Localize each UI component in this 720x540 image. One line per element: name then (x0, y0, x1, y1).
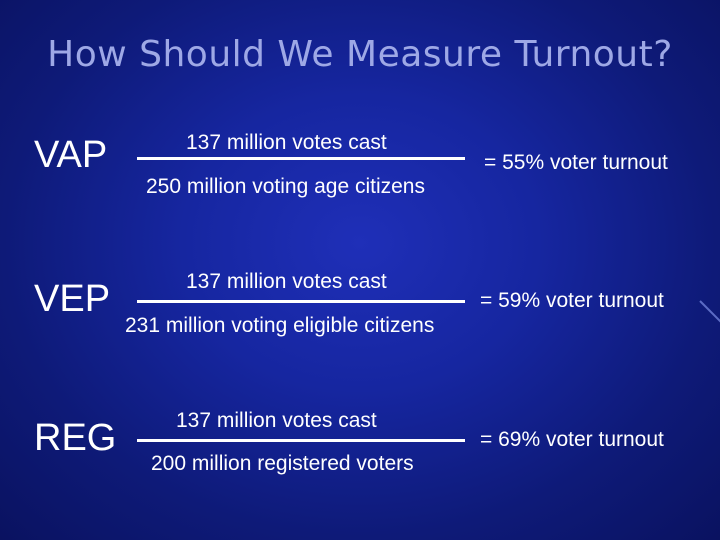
fraction-bar-reg (137, 439, 465, 442)
denominator-vep: 231 million voting eligible citizens (125, 314, 435, 337)
row-label-reg: REG (34, 417, 117, 459)
numerator-vap: 137 million votes cast (186, 131, 387, 154)
row-label-vep: VEP (34, 278, 111, 320)
row-label-vap: VAP (34, 134, 108, 176)
fraction-bar-vap (137, 157, 465, 160)
numerator-vep: 137 million votes cast (186, 270, 387, 293)
fraction-bar-vep (137, 300, 465, 303)
decorative-line (699, 300, 720, 330)
result-vap: = 55% voter turnout (484, 151, 668, 174)
result-reg: = 69% voter turnout (480, 428, 664, 451)
result-vep: = 59% voter turnout (480, 289, 664, 312)
denominator-reg: 200 million registered voters (151, 452, 414, 475)
denominator-vap: 250 million voting age citizens (146, 175, 425, 198)
slide-title: How Should We Measure Turnout? (47, 34, 673, 75)
numerator-reg: 137 million votes cast (176, 409, 377, 432)
